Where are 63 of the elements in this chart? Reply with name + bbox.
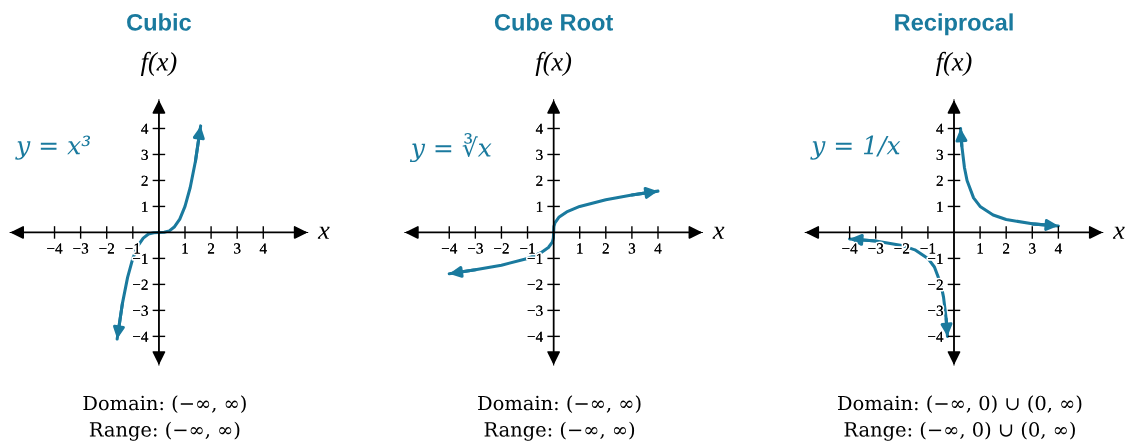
- x-tick-label: −2: [99, 243, 115, 254]
- x-tick-label: 2: [602, 243, 609, 254]
- x-tick-label: 1: [977, 243, 983, 254]
- y-tick-label: −4: [527, 331, 543, 342]
- x-tick-label: −3: [73, 243, 89, 254]
- x-tick-label: 4: [259, 243, 267, 254]
- y-tick-label: 2: [936, 175, 943, 186]
- x-axis-title: x: [712, 226, 725, 239]
- text: Domain: (−∞, ∞): [478, 395, 641, 414]
- line-series: [115, 124, 203, 341]
- x-tick-label: −4: [441, 243, 458, 254]
- y-tick-label: 4: [936, 123, 944, 134]
- chart-title: Reciprocal: [895, 13, 1013, 36]
- x-tick-label: 1: [182, 243, 188, 254]
- x-tick-label: 2: [1003, 243, 1010, 254]
- y-tick-label: 1: [536, 201, 543, 212]
- y-tick-label: 1: [937, 201, 943, 212]
- y-tick-label: −1: [133, 253, 148, 264]
- y-tick-label: 3: [141, 149, 148, 160]
- y-tick-label: 4: [535, 123, 543, 134]
- annotation: y = 1/x: [810, 135, 901, 160]
- y-axis-title: f(x): [140, 51, 177, 77]
- annotation: y = x³: [15, 135, 91, 160]
- y-tick-label: −2: [527, 279, 543, 290]
- x-tick-label: 4: [654, 243, 662, 254]
- text: Range: (−∞, ∞): [484, 421, 635, 441]
- annotation: y = ∛x: [409, 133, 492, 163]
- x-tick-label: 3: [628, 243, 636, 254]
- y-tick-label: −1: [928, 253, 943, 264]
- y-tick-label: 3: [536, 149, 543, 160]
- x-tick-label: −1: [920, 243, 936, 254]
- y-tick-label: 1: [142, 201, 148, 212]
- text: Range: (−∞, ∞): [89, 421, 240, 441]
- x-tick-label: −3: [467, 243, 483, 254]
- x-tick-label: −3: [868, 243, 884, 254]
- x-tick-label: −1: [520, 243, 535, 254]
- y-tick-label: 2: [536, 175, 543, 186]
- text: Domain: (−∞, ∞): [83, 395, 246, 414]
- x-axis-title: x: [317, 226, 330, 239]
- x-tick-label: −4: [47, 243, 63, 254]
- x-tick-label: −2: [494, 243, 509, 254]
- text: Range: (−∞, 0) ∪ (0, ∞): [844, 421, 1075, 441]
- chart-title: Cube Root: [494, 13, 614, 31]
- chart-title: Cubic: [127, 13, 192, 31]
- y-tick-label: 3: [936, 149, 943, 160]
- y-axis-title: f(x): [535, 51, 572, 77]
- x-tick-label: 1: [577, 243, 583, 254]
- y-tick-label: −3: [928, 305, 943, 316]
- y-tick-label: −3: [133, 305, 148, 316]
- y-tick-label: −2: [133, 279, 148, 290]
- x-tick-label: −4: [842, 243, 858, 254]
- y-tick-label: −4: [133, 331, 149, 342]
- y-tick-label: −3: [527, 305, 543, 316]
- y-axis-title: f(x): [935, 51, 972, 77]
- x-tick-label: 4: [1054, 243, 1062, 254]
- y-tick-label: 4: [141, 123, 149, 134]
- x-tick-label: 3: [234, 243, 241, 254]
- x-tick-label: 2: [207, 243, 215, 254]
- x-tick-label: 3: [1029, 243, 1036, 254]
- y-tick-label: 2: [141, 175, 148, 186]
- y-tick-label: −4: [928, 331, 944, 342]
- x-axis-title: x: [1112, 226, 1125, 239]
- text: Domain: (−∞, 0) ∪ (0, ∞): [838, 395, 1082, 414]
